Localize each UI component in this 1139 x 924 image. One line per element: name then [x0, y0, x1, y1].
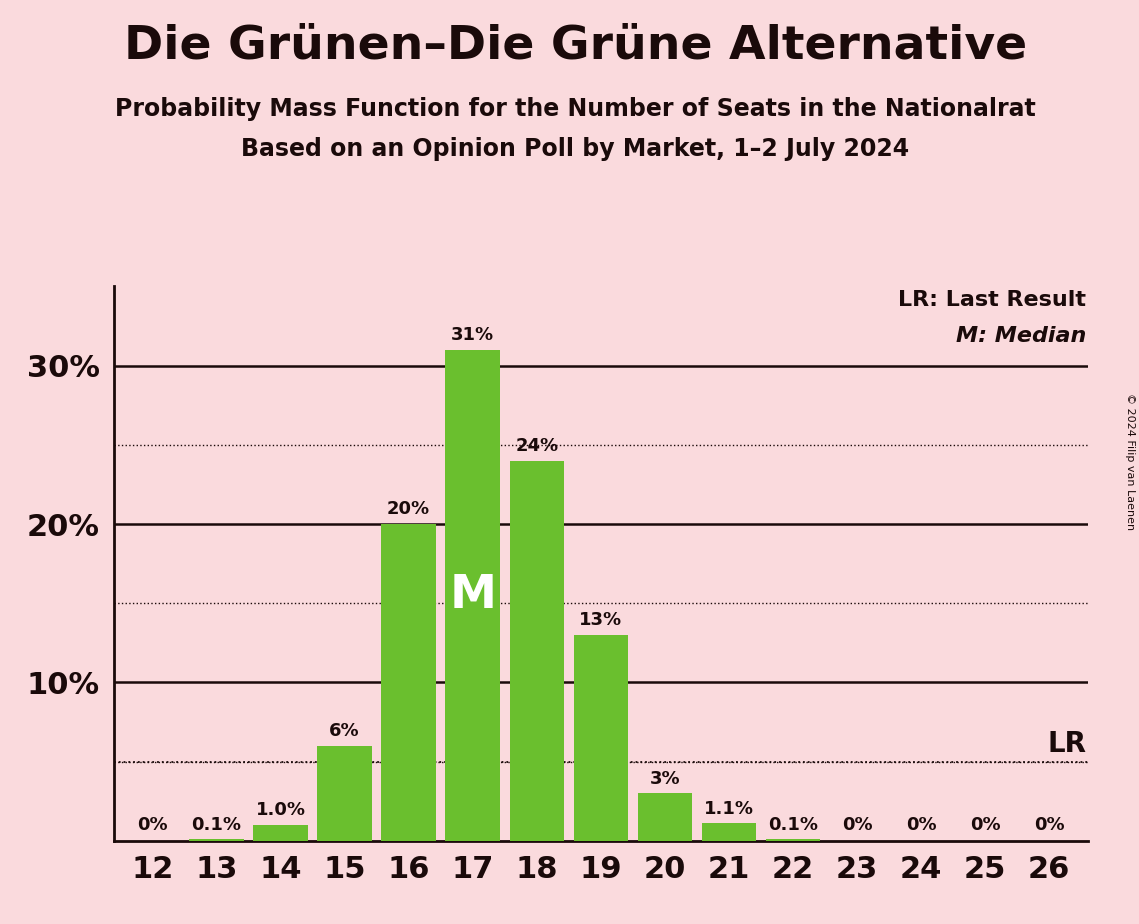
- Bar: [445, 350, 500, 841]
- Text: 13%: 13%: [580, 612, 622, 629]
- Text: M: Median: M: Median: [956, 326, 1087, 346]
- Text: Probability Mass Function for the Number of Seats in the Nationalrat: Probability Mass Function for the Number…: [115, 97, 1035, 121]
- Bar: [382, 524, 436, 841]
- Text: LR: Last Result: LR: Last Result: [899, 289, 1087, 310]
- Bar: [765, 839, 820, 841]
- Text: © 2024 Filip van Laenen: © 2024 Filip van Laenen: [1125, 394, 1134, 530]
- Bar: [702, 823, 756, 841]
- Text: 1.1%: 1.1%: [704, 800, 754, 818]
- Text: 31%: 31%: [451, 326, 494, 345]
- Text: M: M: [449, 573, 497, 618]
- Text: 0.1%: 0.1%: [191, 816, 241, 833]
- Text: 0%: 0%: [842, 816, 872, 833]
- Text: 6%: 6%: [329, 723, 360, 740]
- Text: Die Grünen–Die Grüne Alternative: Die Grünen–Die Grüne Alternative: [124, 23, 1026, 68]
- Bar: [574, 635, 628, 841]
- Text: 0%: 0%: [906, 816, 936, 833]
- Bar: [509, 461, 564, 841]
- Bar: [253, 825, 308, 841]
- Text: 0%: 0%: [1034, 816, 1065, 833]
- Bar: [638, 794, 693, 841]
- Text: 1.0%: 1.0%: [255, 801, 305, 820]
- Text: 24%: 24%: [515, 437, 558, 456]
- Text: 0%: 0%: [137, 816, 167, 833]
- Text: 20%: 20%: [387, 501, 431, 518]
- Text: 0.1%: 0.1%: [768, 816, 818, 833]
- Bar: [318, 746, 371, 841]
- Text: Based on an Opinion Poll by Market, 1–2 July 2024: Based on an Opinion Poll by Market, 1–2 …: [241, 137, 909, 161]
- Bar: [189, 839, 244, 841]
- Text: 3%: 3%: [649, 770, 680, 788]
- Text: 0%: 0%: [970, 816, 1000, 833]
- Text: LR: LR: [1048, 731, 1087, 759]
